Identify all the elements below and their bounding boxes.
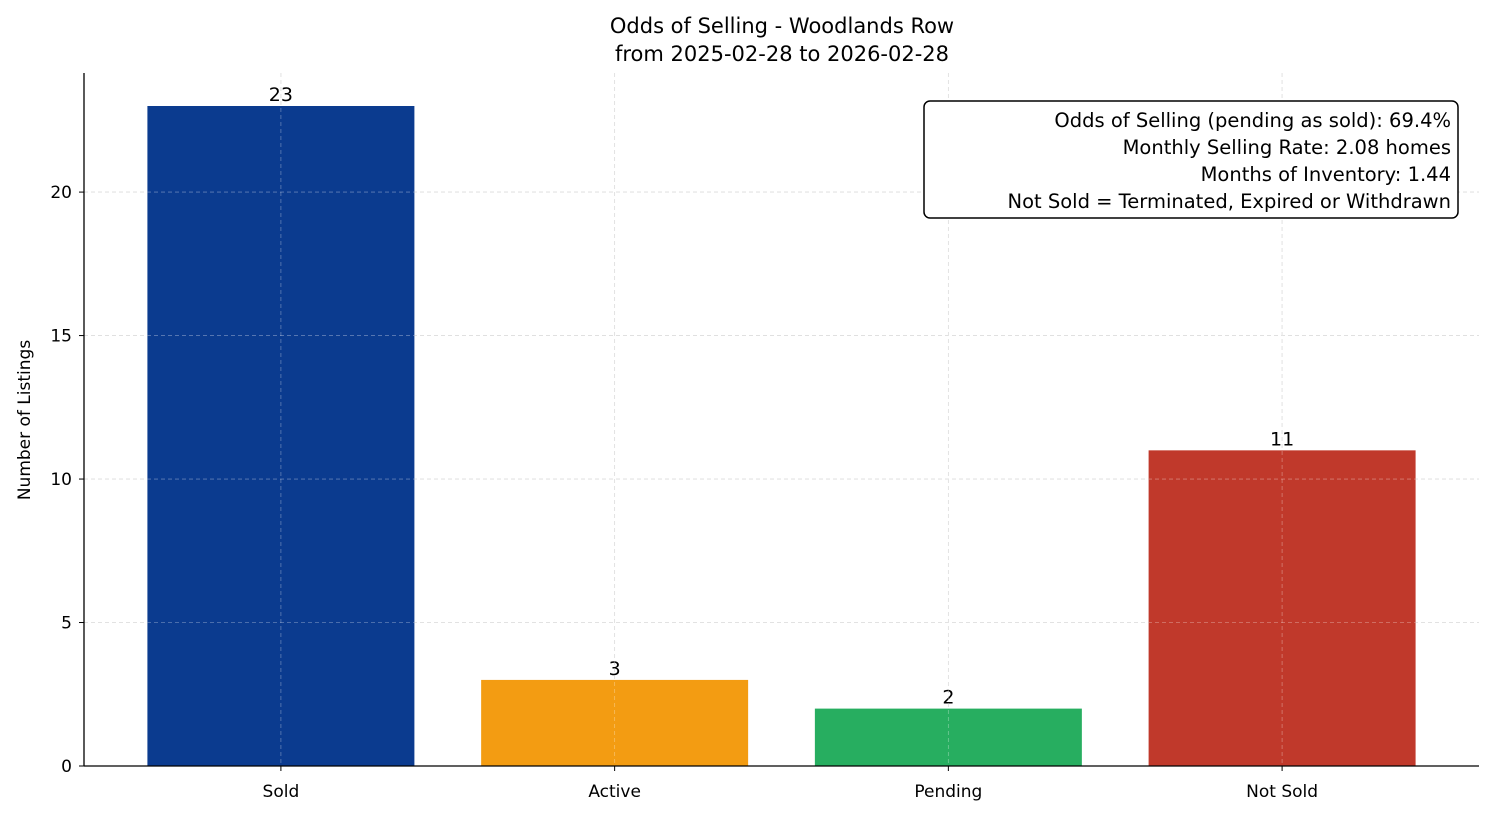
data-label: 23 (269, 84, 293, 106)
bar-pending (814, 708, 1082, 766)
y-tick-label: 20 (50, 183, 72, 203)
annotation-frame (923, 100, 1459, 219)
chart-subtitle: from 2025-02-28 to 2026-02-28 (615, 42, 949, 66)
x-tick-label: Pending (914, 782, 982, 802)
axes: 0 5 10 15 20 Sold Active Pending Not Sold (50, 73, 1479, 802)
annotation-line: Not Sold = Terminated, Expired or Withdr… (1007, 190, 1451, 213)
y-tick-label: 10 (50, 470, 72, 490)
bar-not-sold (1148, 450, 1416, 766)
annotation-line: Odds of Selling (pending as sold): 69.4% (1054, 109, 1451, 132)
y-tick-label: 5 (61, 614, 72, 634)
data-label: 3 (609, 658, 621, 680)
bar-sold (147, 106, 415, 766)
annotation-box: Odds of Selling (pending as sold): 69.4%… (923, 100, 1459, 219)
annotation-line: Monthly Selling Rate: 2.08 homes (1123, 136, 1451, 159)
x-tick-label: Sold (263, 782, 300, 802)
x-tick-label: Active (588, 782, 641, 802)
bars: 23 3 2 11 (84, 73, 1479, 766)
annotation-line: Months of Inventory: 1.44 (1201, 163, 1451, 186)
x-tick-label: Not Sold (1246, 782, 1318, 802)
data-label: 11 (1270, 428, 1294, 450)
bar-active (481, 679, 749, 766)
y-tick-label: 0 (61, 757, 72, 777)
y-tick-label: 15 (50, 327, 72, 347)
data-label: 2 (942, 687, 954, 709)
chart-title: Odds of Selling - Woodlands Row (610, 14, 954, 38)
y-axis-label: Number of Listings (15, 340, 35, 500)
